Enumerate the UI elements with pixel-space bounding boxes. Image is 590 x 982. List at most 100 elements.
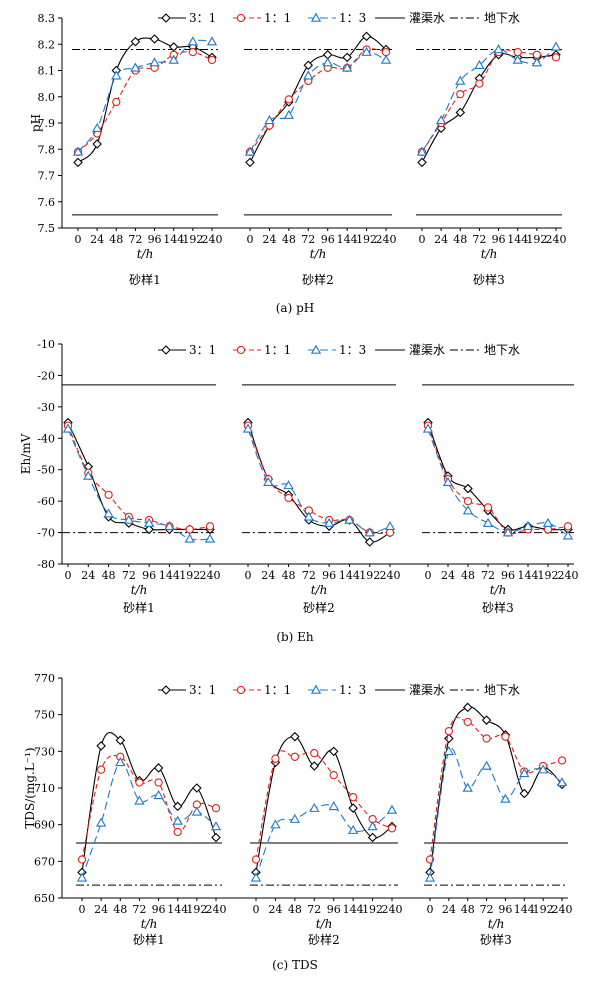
- legend-marker: [310, 344, 322, 354]
- data-point: [310, 749, 319, 758]
- data-point: [443, 746, 455, 756]
- x-tick-label: 144: [163, 233, 184, 246]
- x-tick-label: 192: [356, 233, 377, 246]
- x-tick-label: 144: [514, 903, 535, 916]
- data-point: [96, 765, 106, 774]
- legend-entry: 3：1: [189, 683, 216, 697]
- data-point: [111, 70, 122, 80]
- y-tick-label: 8.2: [38, 38, 56, 51]
- data-point: [344, 514, 355, 524]
- x-tick-label: 240: [382, 903, 403, 916]
- x-tick-label: 0: [75, 233, 82, 246]
- series-line: [67, 428, 211, 541]
- data-point: [551, 53, 561, 62]
- data-point: [537, 764, 549, 774]
- legend-entry: 1：1: [264, 11, 291, 25]
- data-point: [62, 423, 74, 433]
- data-point: [322, 57, 333, 67]
- data-point: [72, 146, 84, 156]
- x-tick-label: 72: [480, 903, 494, 916]
- data-point: [367, 821, 378, 831]
- data-point: [501, 732, 510, 741]
- data-point: [442, 476, 454, 487]
- y-tick-label: -70: [37, 527, 55, 540]
- data-point: [242, 423, 254, 433]
- data-point: [463, 717, 472, 727]
- data-point: [149, 57, 160, 67]
- data-point: [104, 490, 113, 500]
- chart-caption: (b) Eh: [276, 630, 314, 644]
- y-tick-label: -20: [37, 369, 55, 382]
- x-tick-label: 96: [492, 233, 506, 246]
- data-point: [283, 109, 295, 119]
- x-tick-label: 96: [148, 233, 162, 246]
- panel-label: 砂样3: [482, 600, 514, 615]
- data-point: [542, 517, 554, 527]
- panel-label: 砂样2: [308, 932, 340, 947]
- x-tick-label: 144: [343, 903, 364, 916]
- data-point: [134, 795, 145, 805]
- x-tick-label: 144: [167, 903, 188, 916]
- data-point: [367, 832, 378, 843]
- x-tick-label: 48: [288, 903, 302, 916]
- data-point: [348, 793, 358, 802]
- x-tick-label: 72: [302, 569, 316, 582]
- data-point: [512, 54, 523, 64]
- data-point: [251, 855, 261, 864]
- chart-3: 650 670 690 710 730 750 770 TDS/(mg.L⁻¹) 3：1 1：1 1…: [23, 672, 573, 972]
- x-axis-label: t/h: [316, 917, 333, 931]
- x-tick-label: 240: [206, 903, 227, 916]
- data-point: [417, 157, 427, 168]
- x-tick-label: 192: [362, 903, 383, 916]
- data-point: [185, 525, 194, 534]
- legend-entry: 1：1: [264, 683, 291, 697]
- data-point: [271, 754, 280, 763]
- y-tick-label: 710: [34, 782, 55, 795]
- panel-label: 砂样2: [303, 600, 335, 615]
- panel-label: 砂样1: [129, 272, 161, 287]
- x-tick-label: 72: [122, 569, 136, 582]
- x-tick-label: 0: [427, 903, 434, 916]
- legend-marker: [236, 13, 246, 23]
- chart-1: 7.5 7.6 7.7 7.8 7.9 8.0 8.1 8.2 8.3 pH 3：1 1：1 1：3 灌渠…: [29, 11, 567, 315]
- data-point: [284, 493, 293, 503]
- data-point: [73, 157, 83, 168]
- series-2: [245, 45, 391, 157]
- x-tick-label: 48: [461, 569, 475, 582]
- data-point: [462, 505, 474, 515]
- data-point: [303, 511, 315, 521]
- x-tick-label: 192: [182, 233, 203, 246]
- data-point: [290, 752, 300, 761]
- data-point: [263, 476, 274, 487]
- data-point: [522, 520, 534, 531]
- data-point: [130, 62, 141, 72]
- data-point: [172, 801, 183, 812]
- legend-marker: [161, 13, 171, 23]
- y-tick-label: 670: [34, 855, 55, 868]
- data-point: [211, 804, 221, 813]
- legend-entry: 灌渠水: [409, 343, 445, 357]
- data-point: [556, 777, 568, 787]
- data-point: [153, 790, 164, 800]
- legend-entry: 3：1: [189, 343, 216, 357]
- series-3: [242, 423, 396, 537]
- data-point: [245, 157, 255, 168]
- data-point: [173, 827, 182, 837]
- data-point: [112, 97, 121, 107]
- data-point: [168, 54, 179, 64]
- series-3: [76, 757, 222, 882]
- data-point: [455, 107, 466, 118]
- legend-entry: 地下水: [484, 683, 520, 697]
- data-point: [211, 832, 221, 843]
- x-axis-label: t/h: [141, 917, 158, 931]
- data-point: [91, 122, 103, 132]
- data-point: [455, 75, 466, 85]
- data-point: [435, 115, 447, 125]
- data-point: [115, 735, 126, 746]
- y-tick-label: 650: [34, 892, 55, 905]
- data-point: [270, 819, 281, 829]
